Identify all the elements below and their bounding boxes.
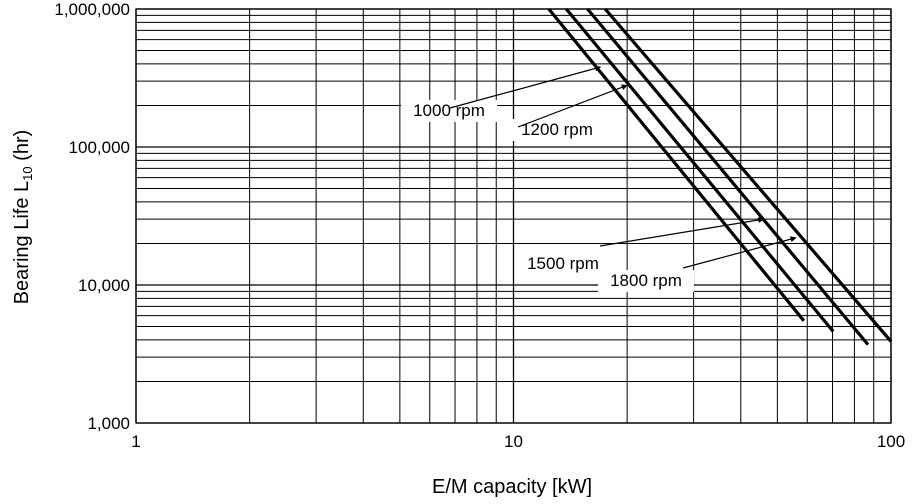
y-axis-label-subscript: 10 (20, 166, 35, 180)
annotation-label-bg (401, 100, 497, 122)
x-tick-label: 10 (504, 432, 523, 451)
annotation-label: 1800 rpm (610, 271, 682, 290)
y-tick-label: 100,000 (69, 138, 130, 157)
annotation-arrow (682, 236, 797, 269)
annotation-arrow (449, 65, 602, 109)
series-line-1 (547, 7, 806, 322)
annotations: 1000 rpm 1200 rpm 1500 rpm 1800 rpm (401, 65, 797, 292)
plot-frame (135, 8, 892, 424)
y-axis-label-suffix: (hr) (11, 130, 33, 167)
series-line-3 (586, 7, 870, 346)
y-axis-label: Bearing Life L10 (hr) (11, 130, 35, 305)
tick-labels: 1 10 100 1,000 10,000 100,000 1,000,000 (54, 0, 905, 451)
series-line-4 (603, 7, 893, 343)
y-axis-label-main: Bearing Life L (11, 181, 33, 304)
annotation-label-bg (515, 253, 611, 275)
annotation-label: 1200 rpm (521, 120, 593, 139)
annotation-label: 1500 rpm (527, 254, 599, 273)
annotation-label-bg (598, 270, 694, 292)
y-tick-label: 1,000 (87, 414, 130, 433)
annotation-label-bg (509, 119, 605, 141)
x-tick-label: 100 (877, 432, 905, 451)
y-tick-label: 1,000,000 (54, 0, 130, 19)
annotation-label: 1000 rpm (413, 101, 485, 120)
x-axis-label: E/M capacity [kW] (432, 476, 592, 498)
series-line-2 (565, 7, 835, 333)
y-tick-label: 10,000 (78, 276, 130, 295)
annotation-arrow (517, 84, 628, 128)
annotation-arrow (599, 217, 765, 247)
series-lines (547, 7, 893, 346)
grid (135, 8, 892, 424)
x-tick-label: 1 (131, 432, 140, 451)
